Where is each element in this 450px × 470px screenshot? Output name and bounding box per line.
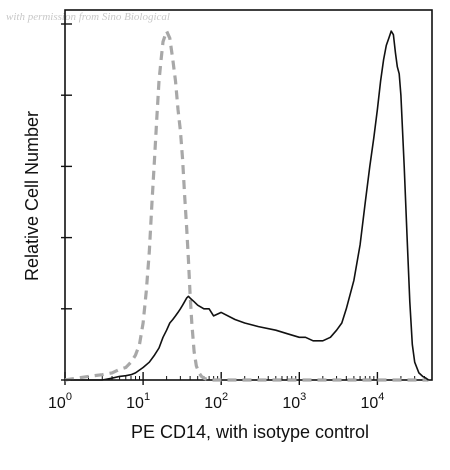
x-tick-base: 10 [48, 395, 66, 412]
x-tick-exponent: 4 [378, 391, 384, 403]
watermark: with permission from Sino Biological [6, 11, 170, 23]
isotype-control-line [64, 29, 429, 382]
y-axis-ticks [61, 23, 72, 381]
x-tick-base: 10 [282, 395, 300, 412]
x-tick-exponent: 2 [222, 391, 228, 403]
x-axis-label: PE CD14, with isotype control [131, 422, 369, 442]
x-tick-base: 10 [360, 395, 378, 412]
y-axis-label: Relative Cell Number [22, 111, 42, 281]
x-tick-label: 101 [126, 391, 150, 412]
x-tick-exponent: 0 [66, 391, 72, 403]
x-tick-label: 102 [204, 391, 228, 412]
x-tick-exponent: 3 [300, 391, 306, 403]
cd14-stained-line [65, 30, 429, 381]
x-tick-base: 10 [126, 395, 144, 412]
x-tick-label: 100 [48, 391, 72, 412]
series-layer [64, 29, 429, 382]
x-axis-ticks: 100 101 102 103 104 [48, 372, 433, 412]
x-tick-exponent: 1 [144, 391, 150, 403]
x-tick-base: 10 [204, 395, 222, 412]
x-tick-label: 103 [282, 391, 306, 412]
x-tick-label: 104 [360, 391, 384, 412]
